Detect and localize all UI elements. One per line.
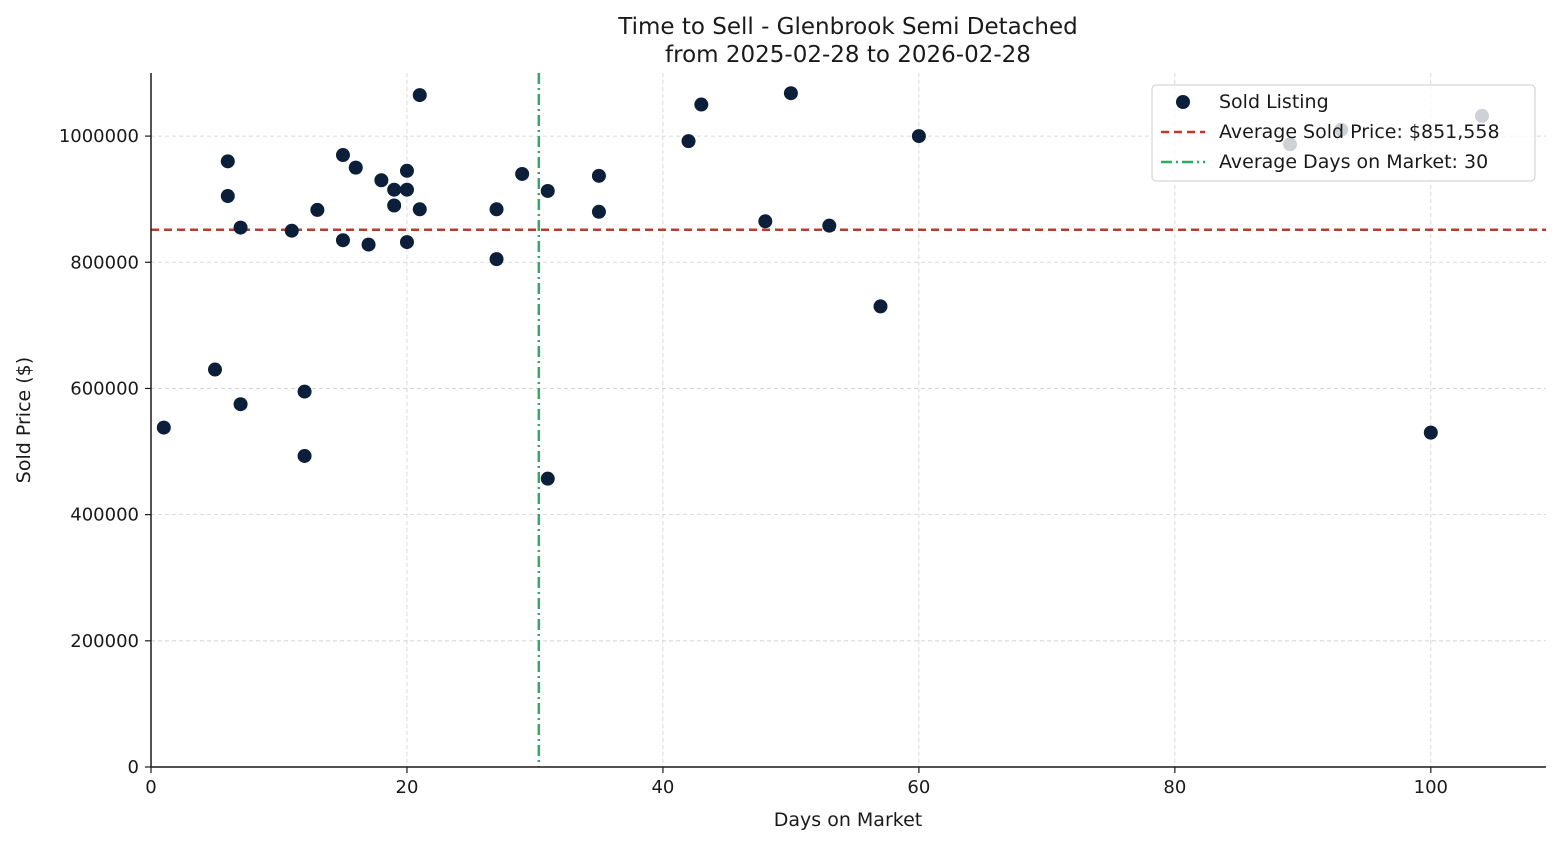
data-point xyxy=(399,235,414,250)
y-axis-label: Sold Price ($) xyxy=(13,357,35,483)
data-point xyxy=(387,198,402,213)
data-point xyxy=(335,148,350,163)
data-point xyxy=(489,202,504,217)
data-point xyxy=(758,214,773,229)
tick-labels: 0 20 40 60 80 100 0 200000 400000 600000 800000 100… xyxy=(59,126,1448,798)
data-point xyxy=(694,97,709,112)
y-tick-label: 200000 xyxy=(70,631,139,652)
data-point xyxy=(335,233,350,248)
legend-box xyxy=(1151,84,1536,182)
x-tick-label: 100 xyxy=(1414,777,1448,798)
legend-label-avg-days: Average Days on Market: 30 xyxy=(1219,151,1488,173)
data-point xyxy=(412,202,427,217)
data-point xyxy=(822,218,837,233)
data-point xyxy=(220,154,235,169)
axes xyxy=(145,73,1546,773)
data-point xyxy=(591,168,606,183)
data-point xyxy=(911,129,926,144)
legend: Sold Listing Average Sold Price: $851,55… xyxy=(1151,84,1536,182)
x-tick-label: 40 xyxy=(651,777,674,798)
chart-title: Time to Sell - Glenbrook Semi Detached xyxy=(617,14,1078,40)
legend-marker-sold-listing xyxy=(1176,95,1190,109)
x-tick-label: 0 xyxy=(145,777,156,798)
data-point xyxy=(783,86,798,101)
data-point xyxy=(374,173,389,188)
reference-lines xyxy=(151,73,1546,767)
x-axis-label: Days on Market xyxy=(774,809,922,831)
y-tick-label: 800000 xyxy=(70,252,139,273)
legend-label-sold-listing: Sold Listing xyxy=(1219,91,1329,113)
data-point xyxy=(399,182,414,197)
y-tick-label: 600000 xyxy=(70,378,139,399)
data-point xyxy=(361,237,376,252)
y-tick-label: 400000 xyxy=(70,505,139,526)
data-point xyxy=(387,182,402,197)
data-point xyxy=(681,134,696,149)
data-point xyxy=(399,163,414,178)
data-point xyxy=(540,183,555,198)
data-point xyxy=(348,160,363,175)
data-point xyxy=(591,204,606,219)
data-point xyxy=(233,397,248,412)
x-tick-label: 80 xyxy=(1163,777,1186,798)
data-point xyxy=(1423,425,1438,440)
data-point xyxy=(297,384,312,399)
data-point xyxy=(297,448,312,463)
x-tick-label: 60 xyxy=(907,777,930,798)
y-tick-label: 1000000 xyxy=(59,126,139,147)
chart-subtitle: from 2025-02-28 to 2026-02-28 xyxy=(665,42,1031,68)
data-point xyxy=(284,223,299,238)
y-tick-label: 0 xyxy=(128,757,139,778)
data-point xyxy=(310,202,325,217)
data-point xyxy=(412,88,427,103)
data-point xyxy=(873,299,888,314)
data-point xyxy=(233,220,248,235)
data-point xyxy=(540,471,555,486)
data-points xyxy=(156,86,1490,486)
x-tick-label: 20 xyxy=(396,777,419,798)
data-point xyxy=(515,166,530,181)
legend-label-avg-price: Average Sold Price: $851,558 xyxy=(1219,121,1500,143)
data-point xyxy=(489,252,504,267)
data-point xyxy=(156,420,171,435)
data-point xyxy=(220,189,235,204)
data-point xyxy=(207,362,222,377)
